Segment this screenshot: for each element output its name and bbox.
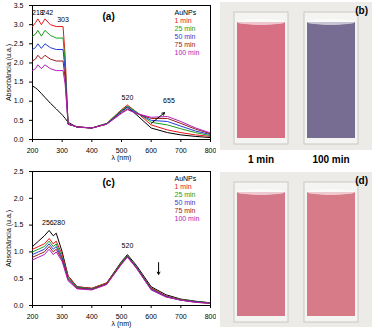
svg-text:2.5: 2.5 [14, 40, 24, 47]
svg-text:(c): (c) [103, 177, 115, 188]
svg-text:2.5: 2.5 [14, 168, 24, 175]
svg-text:700: 700 [175, 147, 187, 154]
svg-text:400: 400 [86, 313, 98, 320]
svg-text:3.5: 3.5 [14, 2, 24, 9]
svg-text:256: 256 [42, 219, 54, 226]
svg-text:1 min: 1 min [175, 183, 192, 190]
svg-text:700: 700 [175, 313, 187, 320]
svg-text:75 min: 75 min [175, 41, 196, 48]
svg-text:500: 500 [115, 313, 128, 321]
svg-text:25 min: 25 min [175, 25, 196, 32]
svg-text:280: 280 [53, 219, 65, 226]
svg-text:Absorbância (u.a.): Absorbância (u.a.) [5, 44, 13, 101]
svg-text:75 min: 75 min [175, 207, 196, 214]
svg-text:600: 600 [145, 313, 157, 320]
svg-text:2.0: 2.0 [14, 59, 24, 66]
svg-text:2.0: 2.0 [14, 195, 24, 202]
svg-text:Absorbância (u.a.): Absorbância (u.a.) [5, 210, 13, 267]
svg-text:AuNPs: AuNPs [175, 9, 197, 16]
svg-text:3.0: 3.0 [14, 21, 24, 28]
svg-text:520: 520 [122, 242, 134, 249]
svg-text:(d): (d) [355, 175, 368, 186]
svg-text:100 min: 100 min [175, 49, 200, 56]
svg-text:λ (nm): λ (nm) [112, 154, 132, 162]
svg-text:303: 303 [57, 16, 69, 23]
svg-text:0.5: 0.5 [14, 275, 24, 282]
svg-text:218: 218 [32, 8, 44, 16]
svg-text:1.5: 1.5 [14, 221, 24, 228]
svg-text:400: 400 [86, 147, 98, 154]
svg-text:AuNPs: AuNPs [175, 175, 197, 182]
svg-text:(b): (b) [355, 5, 368, 16]
svg-text:50 min: 50 min [175, 199, 196, 206]
svg-text:1.0: 1.0 [14, 248, 24, 255]
svg-text:100 min: 100 min [312, 154, 349, 165]
svg-text:1 min: 1 min [175, 17, 192, 24]
svg-text:0.5: 0.5 [14, 117, 24, 124]
svg-text:1.5: 1.5 [14, 78, 24, 85]
svg-text:200: 200 [27, 313, 39, 320]
svg-text:800: 800 [205, 313, 216, 320]
svg-text:0.0: 0.0 [14, 302, 24, 309]
svg-text:(a): (a) [103, 11, 115, 22]
svg-text:200: 200 [27, 147, 39, 154]
svg-text:0.0: 0.0 [14, 136, 24, 143]
svg-text:100 min: 100 min [175, 215, 200, 222]
svg-text:500: 500 [115, 147, 128, 155]
svg-text:300: 300 [56, 313, 68, 320]
svg-text:600: 600 [145, 147, 157, 154]
svg-text:655: 655 [163, 97, 175, 104]
svg-text:300: 300 [56, 147, 68, 154]
svg-text:λ (nm): λ (nm) [112, 320, 132, 328]
svg-text:520: 520 [122, 94, 134, 101]
svg-text:242: 242 [41, 9, 53, 16]
svg-text:800: 800 [205, 147, 216, 154]
svg-text:1 min: 1 min [248, 154, 274, 165]
svg-text:25 min: 25 min [175, 191, 196, 198]
svg-text:1.0: 1.0 [14, 97, 24, 104]
svg-text:50 min: 50 min [175, 33, 196, 40]
